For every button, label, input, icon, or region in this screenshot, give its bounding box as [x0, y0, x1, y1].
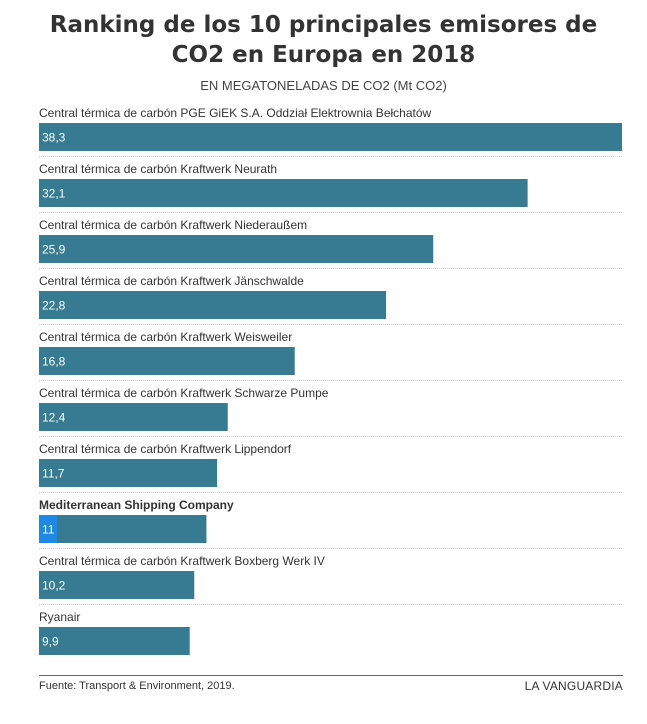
data-label: 11: [42, 523, 55, 537]
bar: [39, 459, 218, 487]
category-label: Central térmica de carbón Kraftwerk Schw…: [39, 386, 329, 400]
data-label: 25,9: [42, 243, 66, 257]
source-note: Fuente: Transport & Environment, 2019.: [39, 680, 235, 692]
chart-title: Ranking de los 10 principales emisores d…: [49, 12, 598, 68]
bar: [39, 627, 190, 655]
category-label: Ryanair: [39, 610, 80, 624]
category-label: Mediterranean Shipping Company: [39, 498, 234, 512]
bar-highlight-accent: [39, 515, 57, 543]
data-label: 22,8: [42, 299, 66, 313]
chart-subtitle: EN MEGATONELADAS DE CO2 (Mt CO2): [200, 78, 447, 93]
category-label: Central térmica de carbón Kraftwerk Neur…: [39, 162, 277, 176]
category-label: Central térmica de carbón Kraftwerk Weis…: [39, 330, 292, 344]
data-label: 9,9: [42, 635, 59, 649]
bar: [39, 403, 228, 431]
bar: [39, 123, 622, 151]
bar: [39, 515, 207, 543]
category-label: Central térmica de carbón PGE GiEK S.A. …: [39, 106, 432, 120]
data-label: 38,3: [42, 131, 66, 145]
brand-label: LA VANGUARDIA: [524, 679, 623, 693]
footer-rule: [39, 675, 623, 676]
category-label: Central térmica de carbón Kraftwerk Lipp…: [39, 442, 292, 456]
bar: [39, 347, 295, 375]
data-label: 16,8: [42, 355, 66, 369]
bar: [39, 179, 528, 207]
data-label: 32,1: [42, 187, 66, 201]
data-label: 11,7: [42, 467, 65, 481]
category-label: Central térmica de carbón Kraftwerk Nied…: [39, 218, 307, 232]
bar: [39, 291, 387, 319]
bar: [39, 571, 195, 599]
category-label: Central térmica de carbón Kraftwerk Boxb…: [39, 554, 325, 568]
bar: [39, 235, 434, 263]
category-label: Central térmica de carbón Kraftwerk Jäns…: [39, 274, 304, 288]
data-label: 10,2: [42, 579, 66, 593]
bar-chart: Central térmica de carbón PGE GiEK S.A. …: [39, 106, 622, 655]
data-label: 12,4: [42, 411, 66, 425]
